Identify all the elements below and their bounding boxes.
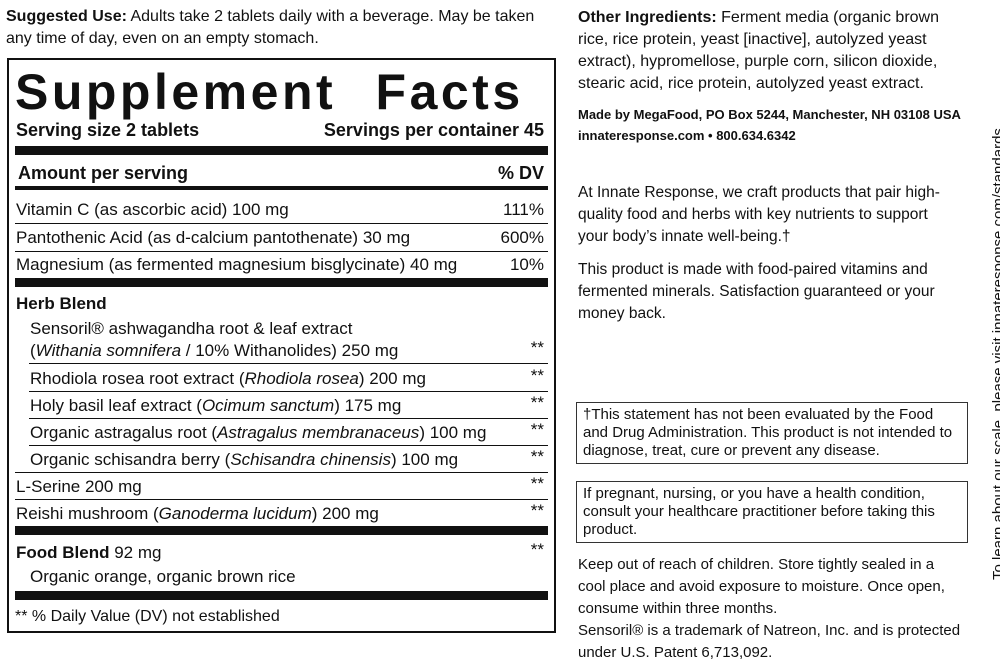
nutrient-dv: 600% (500, 228, 544, 247)
nutrient: Vitamin C (as ascorbic acid) 100 mg (16, 200, 289, 219)
herb-item: Organic schisandra berry (Schisandra chi… (30, 450, 458, 470)
rule (15, 499, 548, 500)
suggested-use: Suggested Use: Adults take 2 tablets dai… (6, 6, 556, 50)
nutrient-dv: 111% (503, 200, 544, 219)
facts-title: Supplement Facts (15, 64, 524, 120)
rule (15, 223, 548, 224)
rule (29, 391, 548, 392)
herb-dv: ** (530, 447, 544, 466)
food-blend-title: Food Blend (16, 543, 110, 562)
text: / 10% Withanolides) 250 mg (181, 341, 399, 360)
text: Holy basil leaf extract ( (30, 396, 202, 415)
herb-item: Organic astragalus root (Astragalus memb… (30, 423, 486, 443)
rule (29, 363, 548, 364)
thick-rule (15, 526, 548, 535)
herb-dv: ** (530, 420, 544, 439)
servings-per-container: Servings per container 45 (323, 120, 544, 140)
item: Reishi mushroom (Ganoderma lucidum) 200 … (16, 504, 379, 524)
text: ) 200 mg (358, 369, 426, 388)
text: Sensoril® ashwagandha root & leaf extrac… (30, 319, 353, 338)
latin-name: Ocimum sanctum (201, 396, 335, 415)
label: Suggested Use: (6, 8, 127, 25)
amount-header: Amount per serving (18, 163, 189, 183)
dv-header: % DV (497, 163, 544, 183)
text: L-Serine 200 mg (16, 477, 142, 496)
fda-statement: †This statement has not been evaluated b… (576, 402, 968, 464)
rule (29, 418, 548, 419)
latin-name: Rhodiola rosea (244, 369, 359, 388)
text: ) 100 mg (390, 450, 459, 469)
herb-blend-title: Herb Blend (16, 294, 107, 313)
herb-dv: ** (530, 393, 544, 412)
food-blend-dv: ** (530, 540, 544, 559)
latin-name: Withania somnifera (35, 341, 182, 360)
latin-name: Schisandra chinensis (230, 450, 391, 469)
rule (15, 251, 548, 252)
facts-panel: Supplement Facts Serving size 2 tablets … (7, 58, 556, 633)
storage: Keep out of reach of children. Store tig… (578, 556, 945, 617)
text: Ferment media (organic brown rice, rice … (578, 9, 940, 92)
food-blend: Food Blend 92 mg (16, 543, 161, 563)
item: L-Serine 200 mg (16, 477, 142, 497)
side-text: To learn about our scale, please visit i… (990, 128, 1000, 580)
item-dv: ** (530, 501, 544, 520)
contact: innateresponse.com • 800.634.6342 (578, 128, 796, 143)
herb-dv: ** (530, 366, 544, 385)
made-by: Made by MegaFood, PO Box 5244, Mancheste… (578, 107, 961, 122)
text: Reishi mushroom ( (16, 504, 159, 523)
nutrient-dv: 10% (509, 255, 544, 274)
text: ( (30, 341, 36, 360)
item-dv: ** (530, 474, 544, 493)
herb-dv: ** (530, 338, 544, 357)
herb-item: Sensoril® ashwagandha root & leaf extrac… (30, 318, 398, 362)
herb-item: Holy basil leaf extract (Ocimum sanctum)… (30, 396, 401, 416)
trademark: Sensoril® is a trademark of Natreon, Inc… (578, 622, 961, 661)
footnote: ** % Daily Value (DV) not established (15, 608, 280, 625)
label: Other Ingredients: (578, 9, 717, 26)
thick-rule (15, 146, 548, 155)
text: ) 175 mg (334, 396, 402, 415)
warning: If pregnant, nursing, or you have a heal… (576, 481, 968, 543)
text: Adults take 2 tablets daily with a bever… (6, 8, 535, 47)
serving-size: Serving size 2 tablets (16, 120, 200, 140)
text: ) 100 mg (419, 423, 487, 442)
latin-name: Astragalus membranaceus (217, 423, 420, 442)
rule (15, 186, 548, 190)
rule (29, 445, 548, 446)
other-ingredients: Other Ingredients: Ferment media (organi… (578, 7, 973, 95)
thick-rule (15, 278, 548, 287)
herb-item: Rhodiola rosea root extract (Rhodiola ro… (30, 369, 426, 389)
text: ) 200 mg (311, 504, 379, 523)
food-blend-contents: Organic orange, organic brown rice (30, 567, 296, 586)
food-blend-amount: 92 mg (114, 543, 162, 562)
nutrient: Pantothenic Acid (as d-calcium pantothen… (16, 228, 411, 247)
text: Organic schisandra berry ( (30, 450, 231, 469)
text: Organic astragalus root ( (30, 423, 218, 442)
rule (15, 472, 548, 473)
nutrient: Magnesium (as fermented magnesium bisgly… (16, 255, 458, 274)
product-note: This product is made with food-paired vi… (578, 261, 935, 322)
latin-name: Ganoderma lucidum (158, 504, 312, 523)
text: Rhodiola rosea root extract ( (30, 369, 245, 388)
thick-rule (15, 591, 548, 600)
about: At Innate Response, we craft products th… (578, 184, 940, 245)
